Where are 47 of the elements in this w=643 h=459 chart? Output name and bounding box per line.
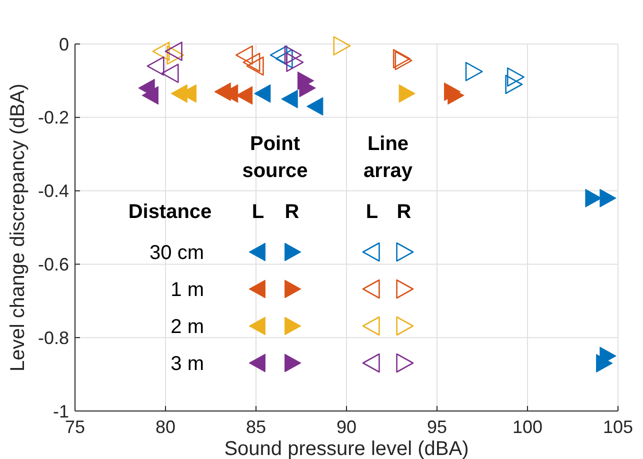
y-axis-title: Level change discrepancy (dBA)	[7, 84, 29, 372]
y-tick-label: 0	[58, 34, 69, 54]
x-tick-label: 100	[512, 417, 543, 437]
point	[242, 52, 260, 72]
legend-label: 2 m	[170, 316, 204, 338]
point	[164, 42, 182, 61]
point	[142, 86, 158, 105]
point	[585, 188, 602, 208]
point	[398, 84, 416, 103]
annotation: L	[252, 201, 264, 223]
point	[596, 354, 613, 373]
x-tick-label: 85	[246, 417, 266, 437]
legend-label: 1 m	[170, 279, 204, 301]
point	[465, 62, 483, 82]
point	[246, 56, 264, 76]
point	[506, 67, 524, 87]
legend-label: 30 cm	[150, 242, 204, 264]
y-tick-label: -0.6	[38, 254, 69, 274]
legend-title: Distance	[128, 201, 212, 223]
point	[505, 74, 523, 94]
annotation: Point source	[242, 133, 308, 182]
point	[152, 42, 170, 61]
point	[284, 45, 302, 65]
point	[236, 86, 253, 105]
point	[286, 52, 304, 72]
y-tick-label: -0.4	[38, 181, 69, 202]
point	[235, 45, 253, 65]
y-tick-label: -0.2	[38, 108, 69, 128]
x-tick-label: 80	[155, 417, 176, 437]
point	[306, 97, 324, 116]
point	[254, 84, 271, 103]
legend-label: 3 m	[170, 353, 204, 375]
annotation: Line array	[364, 133, 414, 182]
x-tick-label: 95	[426, 417, 448, 437]
point	[281, 90, 298, 108]
point	[275, 49, 293, 68]
y-tick-label: -0.8	[38, 328, 69, 348]
annotation: L	[366, 201, 378, 223]
point	[600, 188, 616, 208]
x-axis-title: Sound pressure level (dBA)	[224, 438, 469, 459]
annotation: R	[396, 201, 412, 223]
point	[333, 36, 351, 56]
annotation: R	[284, 201, 300, 223]
point	[146, 56, 164, 76]
point	[161, 64, 179, 84]
x-tick-label: 105	[602, 417, 634, 437]
x-tick-label: 90	[336, 417, 357, 437]
